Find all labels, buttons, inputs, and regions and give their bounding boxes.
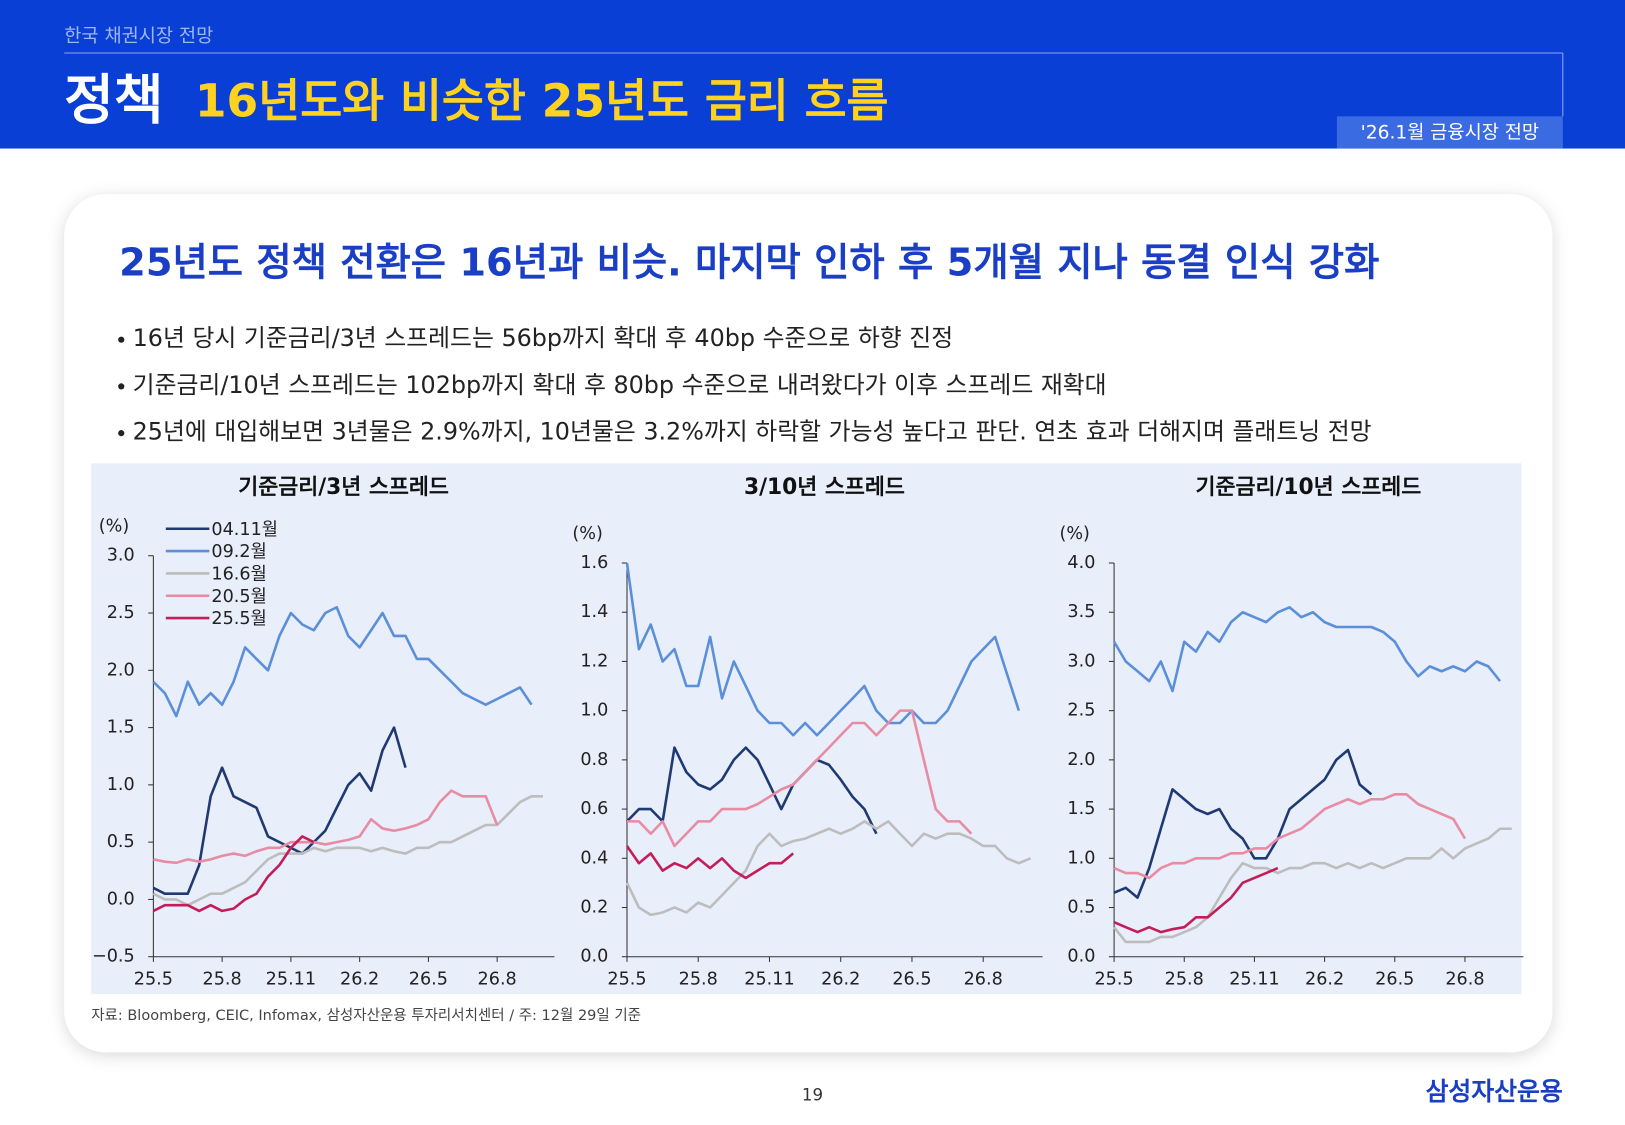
series-line	[625, 820, 1032, 917]
y-tick-label: 1.6	[580, 553, 608, 573]
series-line	[152, 835, 315, 913]
y-tick-label: 3.0	[1067, 651, 1095, 671]
bullet: 16년 당시 기준금리/3년 스프레드는 56bp까지 확대 후 40bp 수준…	[133, 324, 953, 352]
series-line	[152, 605, 533, 718]
header-subtitle: 16년도와 비슷한 25년도 금리 흐름	[195, 74, 889, 127]
x-tick-label: 26.8	[478, 970, 517, 990]
x-tick-label: 26.8	[964, 970, 1003, 990]
badge-text: '26.1월 금융시장 전망	[1361, 122, 1539, 143]
y-tick-label: 1.0	[1067, 848, 1095, 868]
legend-label: 20.5월	[211, 586, 266, 607]
logo: 삼성자산운용	[1426, 1077, 1563, 1106]
y-tick-label: 1.5	[107, 718, 135, 738]
legend-label: 25.5월	[211, 608, 266, 629]
y-tick-label: 0.8	[580, 750, 608, 770]
legend-label: 09.2월	[211, 541, 266, 562]
x-tick-label: 25.8	[203, 970, 242, 990]
badge	[1336, 116, 1563, 149]
y-tick-label: 1.4	[580, 602, 608, 622]
page-number: 19	[802, 1085, 823, 1104]
y-axis-label: (%)	[572, 524, 602, 544]
charts: 기준금리/3년 스프레드 (%) −0.5 0.0 0.5 1.0 1.5 2.0 2.5 3.0…	[92, 475, 1524, 990]
bullet: 25년에 대입해보면 3년물은 2.9%까지, 10년물은 3.2%까지 하락할…	[133, 418, 1372, 446]
x-tick-label: 26.2	[1305, 970, 1344, 990]
chart-panel	[91, 463, 1522, 995]
legend-label: 04.11월	[211, 519, 278, 540]
x-tick-label: 26.8	[1445, 970, 1484, 990]
y-tick-label: 0.5	[107, 832, 135, 852]
y-tick-label: 0.6	[580, 799, 608, 819]
y-tick-label: 2.0	[1067, 750, 1095, 770]
x-tick-label: 25.5	[1094, 970, 1133, 990]
bullet-dot	[118, 383, 125, 390]
source: 자료: Bloomberg, CEIC, Infomax, 삼성자산운용 투자리…	[91, 1007, 641, 1024]
y-tick-label: 0.0	[1067, 947, 1095, 967]
y-tick-label: −0.5	[92, 947, 135, 967]
series-line	[1112, 605, 1502, 693]
series-line	[626, 746, 878, 835]
y-axis-label: (%)	[1059, 524, 1089, 544]
bullet: 기준금리/10년 스프레드는 102bp까지 확대 후 80bp 수준으로 내려…	[133, 371, 1107, 399]
x-tick-label: 25.11	[266, 970, 316, 990]
bullet-dot	[118, 336, 125, 343]
x-tick-label: 25.5	[607, 970, 646, 990]
y-tick-label: 2.5	[107, 603, 135, 623]
y-tick-label: 1.2	[580, 651, 608, 671]
bullet-dot	[118, 430, 125, 437]
headline: 25년도 정책 전환은 16년과 비슷. 마지막 인하 후 5개월 지나 동결 …	[119, 240, 1379, 285]
chart-title: 3/10년 스프레드	[744, 475, 905, 500]
y-tick-label: 0.2	[580, 897, 608, 917]
y-tick-label: 1.0	[580, 701, 608, 721]
y-tick-label: 2.0	[107, 660, 135, 680]
y-tick-label: 0.5	[1067, 897, 1095, 917]
x-tick-label: 26.2	[821, 970, 860, 990]
x-tick-label: 25.11	[1229, 970, 1279, 990]
x-tick-label: 26.2	[340, 970, 379, 990]
series-line	[1113, 866, 1279, 934]
x-tick-label: 26.5	[409, 970, 448, 990]
y-tick-label: 4.0	[1067, 553, 1095, 573]
y-tick-label: 3.5	[1067, 602, 1095, 622]
series-line	[153, 789, 499, 865]
y-tick-label: 2.5	[1067, 701, 1095, 721]
chart-title: 기준금리/10년 스프레드	[1196, 475, 1422, 500]
series-line	[152, 795, 543, 907]
x-tick-label: 25.11	[744, 970, 794, 990]
series-line	[1113, 793, 1467, 880]
section-label: 한국 채권시장 전망	[64, 26, 213, 47]
series-line	[1113, 827, 1512, 944]
y-tick-label: 1.5	[1067, 799, 1095, 819]
x-tick-label: 25.5	[134, 970, 173, 990]
series-line	[625, 845, 795, 880]
series-line	[1113, 748, 1373, 899]
header-title: 정책	[64, 68, 163, 131]
y-tick-label: 1.0	[107, 775, 135, 795]
series-line	[626, 709, 973, 848]
x-tick-label: 25.8	[679, 970, 718, 990]
y-tick-label: 3.0	[107, 546, 135, 566]
x-tick-label: 25.8	[1165, 970, 1204, 990]
x-tick-label: 26.5	[892, 970, 931, 990]
y-tick-label: 0.4	[580, 848, 608, 868]
series-line	[152, 726, 407, 895]
x-tick-label: 26.5	[1375, 970, 1414, 990]
y-axis-label: (%)	[99, 517, 129, 537]
legend-label: 16.6월	[211, 563, 266, 584]
y-tick-label: 0.0	[107, 889, 135, 909]
y-tick-label: 0.0	[580, 947, 608, 967]
series-line	[625, 562, 1021, 737]
chart-title: 기준금리/3년 스프레드	[238, 475, 449, 500]
